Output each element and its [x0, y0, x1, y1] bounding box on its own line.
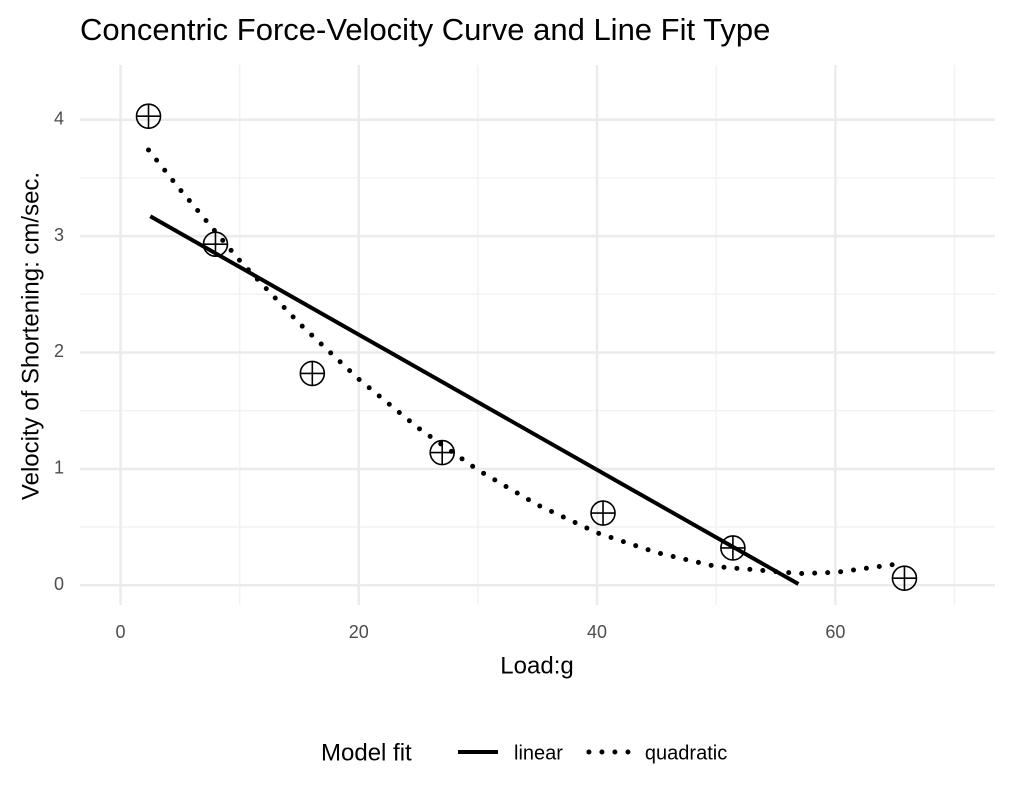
x-tick-label: 0: [116, 622, 126, 642]
x-tick-label: 60: [825, 622, 845, 642]
data-point: [299, 360, 326, 387]
legend-label: linear: [514, 742, 563, 764]
data-point: [891, 565, 918, 592]
y-tick-label: 4: [54, 108, 64, 128]
legend-title: Model fit: [321, 739, 412, 766]
y-tick-label: 3: [54, 225, 64, 245]
y-axis-label: Velocity of Shortening: cm/sec.: [17, 172, 44, 500]
x-tick-label: 20: [349, 622, 369, 642]
x-tick-label: 40: [587, 622, 607, 642]
data-point: [590, 500, 616, 526]
fit-line: [146, 147, 907, 577]
chart-title: Concentric Force-Velocity Curve and Line…: [80, 12, 770, 47]
grid: [80, 65, 995, 605]
data-point: [135, 103, 162, 130]
legend-label: quadratic: [645, 742, 727, 764]
y-tick-label: 0: [54, 574, 64, 594]
y-tick-label: 1: [54, 458, 64, 478]
y-tick-label: 2: [54, 341, 64, 361]
x-axis-label: Load:g: [500, 652, 573, 679]
